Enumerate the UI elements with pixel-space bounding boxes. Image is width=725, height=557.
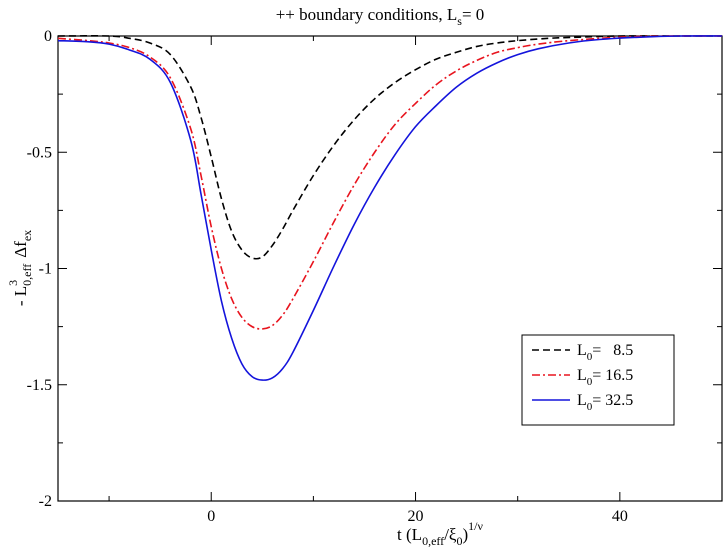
y-label-sub: 0,eff — [20, 264, 34, 286]
legend-label-1: L0= 16.5 — [577, 367, 633, 388]
series-layer — [57, 35, 723, 381]
x-label-sup: 1/ν — [468, 519, 483, 533]
series-line-2 — [57, 35, 723, 381]
chart-title-sub: s — [457, 14, 462, 28]
series-line-1 — [57, 35, 723, 330]
y-tick-label-4: -2 — [39, 493, 52, 510]
y-label-mid: Δf — [11, 241, 30, 258]
x-tick-label-1: 20 — [408, 508, 424, 525]
x-tick-label-0: 0 — [207, 508, 215, 525]
x-axis-ticks: 0 20 40 — [108, 36, 723, 525]
chart-title-tail: = 0 — [462, 5, 484, 24]
x-tick-label-2: 40 — [612, 508, 628, 525]
series-line-0 — [57, 35, 722, 260]
legend-label-0: L0= 8.5 — [577, 342, 633, 363]
y-label-sub2: ex — [20, 230, 34, 241]
y-tick-label-3: -1.5 — [27, 377, 52, 394]
x-label-mid: /ξ — [444, 525, 457, 544]
legend-label-2: L0= 32.5 — [577, 392, 633, 413]
y-label-prefix: - L — [11, 286, 30, 306]
x-axis-label: t (L0,eff/ξ0)1/ν — [397, 519, 483, 548]
y-tick-label-2: -1 — [39, 261, 52, 278]
chart-title: ++ boundary conditions, Ls= 0 — [276, 5, 485, 28]
x-label-sub1: 0,eff — [422, 534, 444, 548]
y-label-sup: 3 — [6, 280, 20, 286]
plot-frame — [57, 35, 723, 502]
legend: L0= 8.5 L0= 16.5 L0= 32.5 — [521, 334, 675, 426]
x-label-sub2: 0 — [457, 534, 463, 548]
y-tick-label-1: -0.5 — [27, 144, 52, 161]
x-label-main: t (L — [397, 525, 422, 544]
chart-title-main: ++ boundary conditions, L — [276, 5, 458, 24]
x-label-close: ) — [463, 525, 469, 544]
y-axis-ticks: 0 -0.5 -1 -1.5 -2 — [27, 28, 722, 510]
y-tick-label-0: 0 — [44, 28, 52, 45]
y-axis-label: - L30,eff Δfex — [6, 230, 34, 306]
